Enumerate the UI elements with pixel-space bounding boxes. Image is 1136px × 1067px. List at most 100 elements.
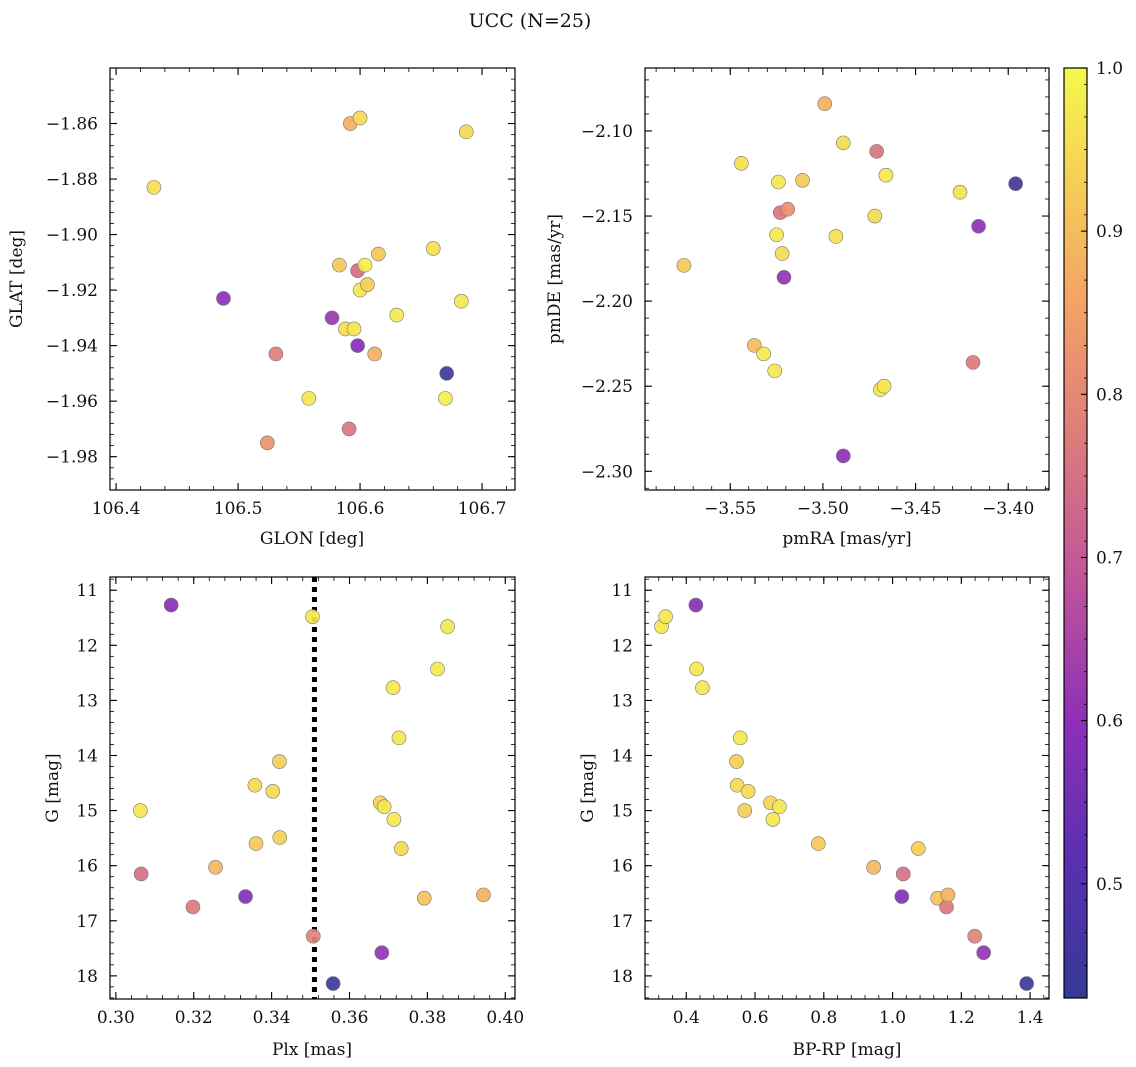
y-tick-label: −1.92: [46, 281, 98, 301]
x-axis-label: BP-RP [mag]: [793, 1040, 902, 1060]
y-tick-label: 12: [611, 636, 633, 656]
data-point: [371, 246, 386, 262]
y-axis-label: GLAT [deg]: [7, 230, 27, 328]
data-point: [367, 346, 383, 362]
data-point: [268, 346, 284, 362]
data-point: [430, 661, 445, 677]
data-point: [439, 366, 454, 381]
data-point: [866, 860, 881, 875]
x-tick-label: 0.6: [742, 1008, 769, 1028]
panel-3: 0.30 0.32 0.34 0.36 0.38 0.40 11 12 13 14 15 16 17 18…: [43, 576, 524, 1060]
y-tick-label: 15: [76, 802, 98, 822]
data-point: [476, 887, 491, 903]
data-point: [360, 277, 375, 292]
data-point: [350, 338, 365, 353]
data-point: [341, 421, 357, 437]
data-point: [740, 784, 756, 799]
y-tick-label: −1.94: [46, 337, 98, 357]
panel-2: −3.55 −3.50 −3.45 −3.40 −2.10 −2.15 −2.20 −2.25…: [545, 67, 1050, 549]
data-point: [689, 661, 704, 677]
data-point: [1008, 176, 1023, 192]
data-point: [967, 928, 983, 944]
data-point: [425, 241, 441, 256]
data-point: [216, 291, 231, 306]
data-point: [133, 866, 149, 882]
y-tick-label: 16: [76, 857, 98, 877]
data-point: [332, 257, 347, 273]
colorbar-tick-label: 0.6: [1096, 712, 1123, 732]
y-tick-label: −2.25: [581, 377, 633, 397]
data-point: [391, 730, 407, 746]
data-point: [776, 269, 792, 285]
data-point: [658, 609, 673, 624]
axes-frame: [644, 67, 1050, 491]
x-axis-label: GLON [deg]: [260, 529, 364, 549]
data-point: [386, 812, 402, 827]
x-tick-label: 1.0: [879, 1008, 906, 1028]
data-point: [357, 257, 373, 273]
x-tick-label: 0.4: [673, 1008, 700, 1028]
data-point: [817, 96, 833, 112]
y-tick-label: 15: [611, 802, 633, 822]
data-point: [876, 378, 892, 394]
data-point: [440, 619, 455, 634]
colorbar-tick-label: 1.0: [1096, 59, 1123, 79]
data-point: [305, 609, 320, 624]
data-point: [965, 355, 981, 370]
data-point: [952, 184, 968, 200]
data-point: [325, 976, 341, 991]
y-axis-label: G [mag]: [43, 753, 63, 822]
x-tick-label: 0.32: [175, 1008, 213, 1028]
x-tick-label: 106.4: [92, 499, 141, 519]
data-point: [247, 777, 263, 793]
data-point: [756, 346, 771, 362]
data-point: [780, 201, 795, 217]
y-axis-label: G [mag]: [578, 753, 598, 822]
colorbar: 0.5 0.6 0.7 0.8 0.9 1.0: [1063, 59, 1123, 999]
data-point: [939, 899, 954, 915]
data-point: [795, 173, 810, 188]
data-point: [878, 167, 894, 183]
data-point: [765, 812, 781, 827]
data-point: [324, 310, 340, 326]
y-tick-label: −2.10: [581, 122, 633, 142]
data-point: [769, 227, 784, 243]
y-tick-label: −2.15: [581, 207, 633, 227]
data-point: [458, 124, 474, 140]
data-point: [146, 180, 162, 195]
x-tick-label: 0.30: [97, 1008, 135, 1028]
data-point: [376, 799, 392, 815]
data-point: [771, 174, 786, 190]
y-tick-label: −1.86: [46, 115, 98, 135]
x-tick-label: 0.36: [331, 1008, 369, 1028]
data-point: [688, 597, 704, 613]
data-point: [695, 680, 710, 696]
data-point: [208, 860, 223, 875]
axes-frame: [644, 576, 1050, 1000]
data-point: [810, 836, 826, 851]
data-point: [729, 754, 744, 769]
colorbar-tick-label: 0.9: [1096, 222, 1123, 242]
data-point: [772, 799, 787, 815]
data-point: [971, 218, 986, 234]
y-tick-label: 17: [611, 912, 633, 932]
data-point: [737, 803, 753, 818]
data-point: [389, 307, 404, 323]
figure-title: UCC (N=25): [469, 10, 592, 32]
colorbar-tick-label: 0.8: [1096, 385, 1123, 405]
data-point: [894, 889, 910, 904]
data-point: [301, 391, 317, 406]
y-tick-label: −1.98: [46, 448, 98, 468]
data-point: [867, 208, 883, 224]
data-point: [454, 293, 469, 309]
data-point: [248, 836, 264, 851]
data-point: [416, 890, 432, 906]
data-point: [265, 784, 281, 799]
x-tick-label: 106.5: [214, 499, 263, 519]
data-point: [774, 246, 790, 261]
y-tick-label: 17: [76, 912, 98, 932]
data-point: [976, 945, 991, 961]
axes-frame: [109, 67, 516, 491]
data-point: [238, 889, 253, 904]
